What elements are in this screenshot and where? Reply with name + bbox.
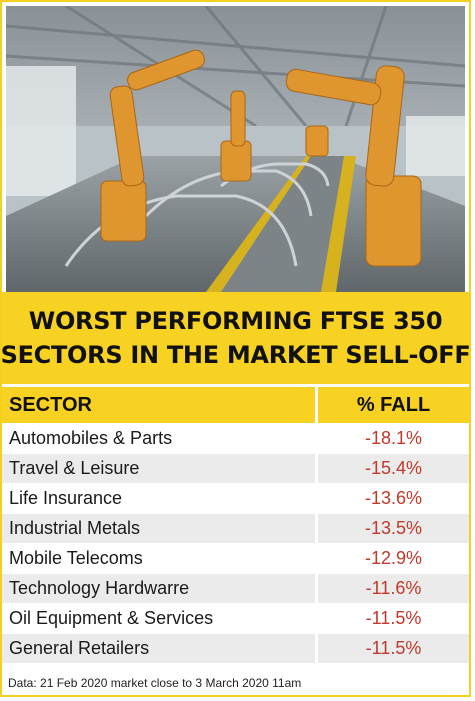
sector-name: Industrial Metals xyxy=(2,513,315,543)
table-row: Technology Hardwarre -11.6% xyxy=(2,573,469,603)
sector-name: Technology Hardwarre xyxy=(2,573,315,603)
sector-name: General Retailers xyxy=(2,633,315,663)
table-header-row: SECTOR % FALL xyxy=(2,387,469,423)
source-note: Data: 21 Feb 2020 market close to 3 Marc… xyxy=(8,676,302,690)
table-row: Mobile Telecoms -12.9% xyxy=(2,543,469,573)
sector-fall-value: -13.5% xyxy=(315,513,469,543)
sector-name: Automobiles & Parts xyxy=(2,423,315,453)
sector-name: Travel & Leisure xyxy=(2,453,315,483)
sector-fall-value: -15.4% xyxy=(315,453,469,483)
table-row: Life Insurance -13.6% xyxy=(2,483,469,513)
chart-title-band: WORST PERFORMING FTSE 350 SECTORS IN THE… xyxy=(0,292,471,384)
sector-fall-value: -13.6% xyxy=(315,483,469,513)
sector-fall-value: -12.9% xyxy=(315,543,469,573)
sector-fall-value: -18.1% xyxy=(315,423,469,453)
chart-title-line-1: WORST PERFORMING FTSE 350 xyxy=(28,307,443,335)
factory-illustration xyxy=(6,6,465,292)
sector-name: Life Insurance xyxy=(2,483,315,513)
fall-column-header: % FALL xyxy=(315,387,469,423)
sector-name: Mobile Telecoms xyxy=(2,543,315,573)
chart-title-line-2: SECTORS IN THE MARKET SELL-OFF xyxy=(0,341,471,369)
factory-robots-photo xyxy=(6,6,465,292)
table-row: Travel & Leisure -15.4% xyxy=(2,453,469,483)
sector-column-header: SECTOR xyxy=(2,387,315,423)
sector-fall-value: -11.5% xyxy=(315,633,469,663)
sector-fall-table: SECTOR % FALL Automobiles & Parts -18.1%… xyxy=(2,387,469,663)
sector-name: Oil Equipment & Services xyxy=(2,603,315,633)
sector-fall-value: -11.6% xyxy=(315,573,469,603)
table-row: Industrial Metals -13.5% xyxy=(2,513,469,543)
table-row: Oil Equipment & Services -11.5% xyxy=(2,603,469,633)
table-row: Automobiles & Parts -18.1% xyxy=(2,423,469,453)
table-row: General Retailers -11.5% xyxy=(2,633,469,663)
sector-fall-value: -11.5% xyxy=(315,603,469,633)
